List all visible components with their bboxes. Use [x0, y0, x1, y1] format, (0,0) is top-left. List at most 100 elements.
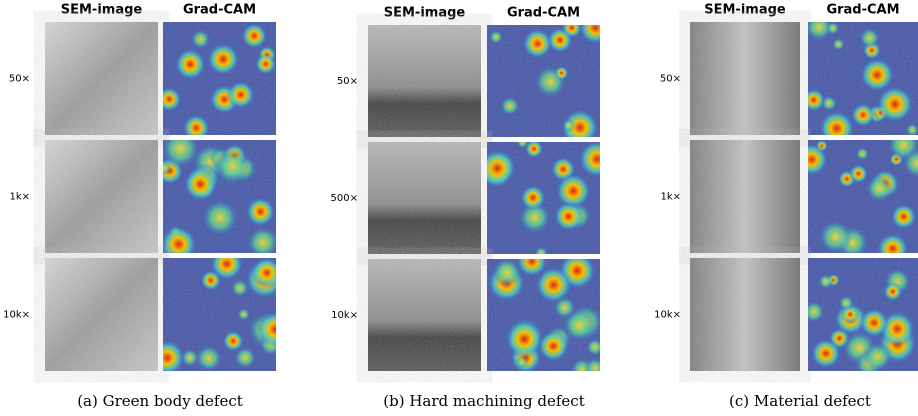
column-header: Grad-CAM	[826, 3, 899, 18]
row-label: 50×	[337, 76, 358, 87]
heat-blob	[579, 11, 612, 44]
sem-texture	[45, 140, 158, 253]
heat-blob	[851, 103, 875, 127]
heat-blob	[489, 30, 503, 44]
heatmap	[802, 13, 918, 147]
heat-blob	[859, 27, 880, 48]
column-header: SEM-image	[61, 3, 143, 18]
heat-blob	[826, 22, 839, 35]
heat-blob	[246, 197, 276, 227]
heatmap	[803, 258, 918, 378]
heat-blob	[174, 48, 206, 80]
heat-blob	[255, 53, 276, 74]
heat-blob	[534, 246, 548, 260]
sem-texture	[45, 22, 158, 135]
grad-cam-image	[157, 22, 277, 142]
heat-blob	[227, 81, 255, 109]
heat-blob	[883, 282, 902, 301]
grad-cam-image	[478, 136, 616, 260]
heatmap	[156, 129, 280, 263]
heat-blob	[216, 150, 249, 183]
heat-blob	[838, 295, 854, 311]
heat-blob	[478, 149, 516, 187]
caption: (a) Green body defect	[77, 392, 243, 410]
row-label: 10k×	[331, 310, 358, 321]
heat-blob	[516, 136, 528, 148]
heat-blob	[859, 308, 889, 338]
heat-blob	[578, 140, 616, 178]
row-label: 1k×	[660, 192, 681, 203]
heat-blob	[584, 357, 606, 379]
heat-blob	[554, 66, 568, 80]
heat-blob	[891, 204, 917, 230]
heat-blob	[554, 202, 584, 232]
heat-blob	[522, 28, 553, 59]
caption: (c) Material defect	[729, 392, 871, 410]
heat-blob	[183, 167, 217, 201]
heatmap	[157, 22, 277, 142]
heat-blob	[795, 143, 828, 176]
sem-texture	[690, 258, 800, 371]
grad-cam-image	[795, 128, 918, 264]
heat-blob	[195, 344, 223, 372]
heat-blob	[832, 38, 845, 51]
heat-blob	[157, 87, 182, 112]
heat-blob	[157, 161, 171, 175]
row-label: 1k×	[9, 192, 30, 203]
heat-blob	[241, 23, 267, 49]
heat-blob	[803, 301, 826, 324]
row-label: 500×	[331, 193, 358, 204]
heat-blob	[538, 330, 570, 362]
heat-blob	[586, 338, 604, 356]
heat-blob	[866, 175, 893, 202]
heat-blob	[160, 226, 197, 263]
heat-blob	[183, 114, 211, 142]
heat-blob	[190, 29, 210, 49]
heat-blob	[863, 342, 893, 372]
grad-cam-image	[803, 258, 918, 378]
heatmap	[149, 247, 293, 376]
heat-blob	[237, 308, 250, 321]
grad-cam-image	[156, 129, 280, 263]
heat-blob	[855, 147, 869, 161]
heatmap	[487, 246, 606, 382]
heat-blob	[821, 95, 837, 111]
heat-blob	[246, 226, 279, 259]
grad-cam-image	[487, 246, 606, 382]
heatmap	[478, 136, 616, 260]
sem-texture	[368, 25, 481, 137]
heat-blob	[500, 96, 520, 116]
heat-blob	[207, 43, 240, 76]
grad-cam-image	[802, 13, 918, 147]
heat-blob	[505, 320, 544, 359]
heatmap	[487, 11, 612, 146]
column-header: SEM-image	[704, 3, 786, 18]
row-label: 10k×	[3, 310, 30, 321]
sem-texture	[368, 142, 481, 254]
row-label: 50×	[9, 74, 30, 85]
heat-blob	[492, 257, 522, 287]
heat-blob	[562, 119, 575, 132]
heatmap	[795, 128, 918, 264]
grad-cam-image	[487, 11, 612, 146]
sem-texture	[368, 259, 481, 371]
caption: (b) Hard machining defect	[383, 392, 585, 410]
row-label: 50×	[660, 74, 681, 85]
sem-texture	[690, 22, 800, 135]
heat-blob	[818, 274, 833, 289]
heat-blob	[231, 279, 249, 297]
sem-texture	[45, 258, 158, 371]
row-label: 10k×	[654, 310, 681, 321]
heat-blob	[257, 311, 293, 347]
heat-blob	[860, 58, 895, 93]
heat-blob	[818, 220, 853, 255]
heat-blob	[520, 185, 546, 211]
heat-blob	[849, 164, 868, 183]
heat-blob	[811, 338, 841, 368]
heat-blob	[223, 330, 244, 351]
sem-texture	[690, 140, 800, 253]
column-header: Grad-CAM	[507, 6, 580, 21]
figure: SEM-image Grad-CAM 50× 1k× 10k× (a) Green bod…	[0, 0, 918, 416]
heat-blob	[201, 199, 239, 237]
column-header: Grad-CAM	[183, 3, 256, 18]
